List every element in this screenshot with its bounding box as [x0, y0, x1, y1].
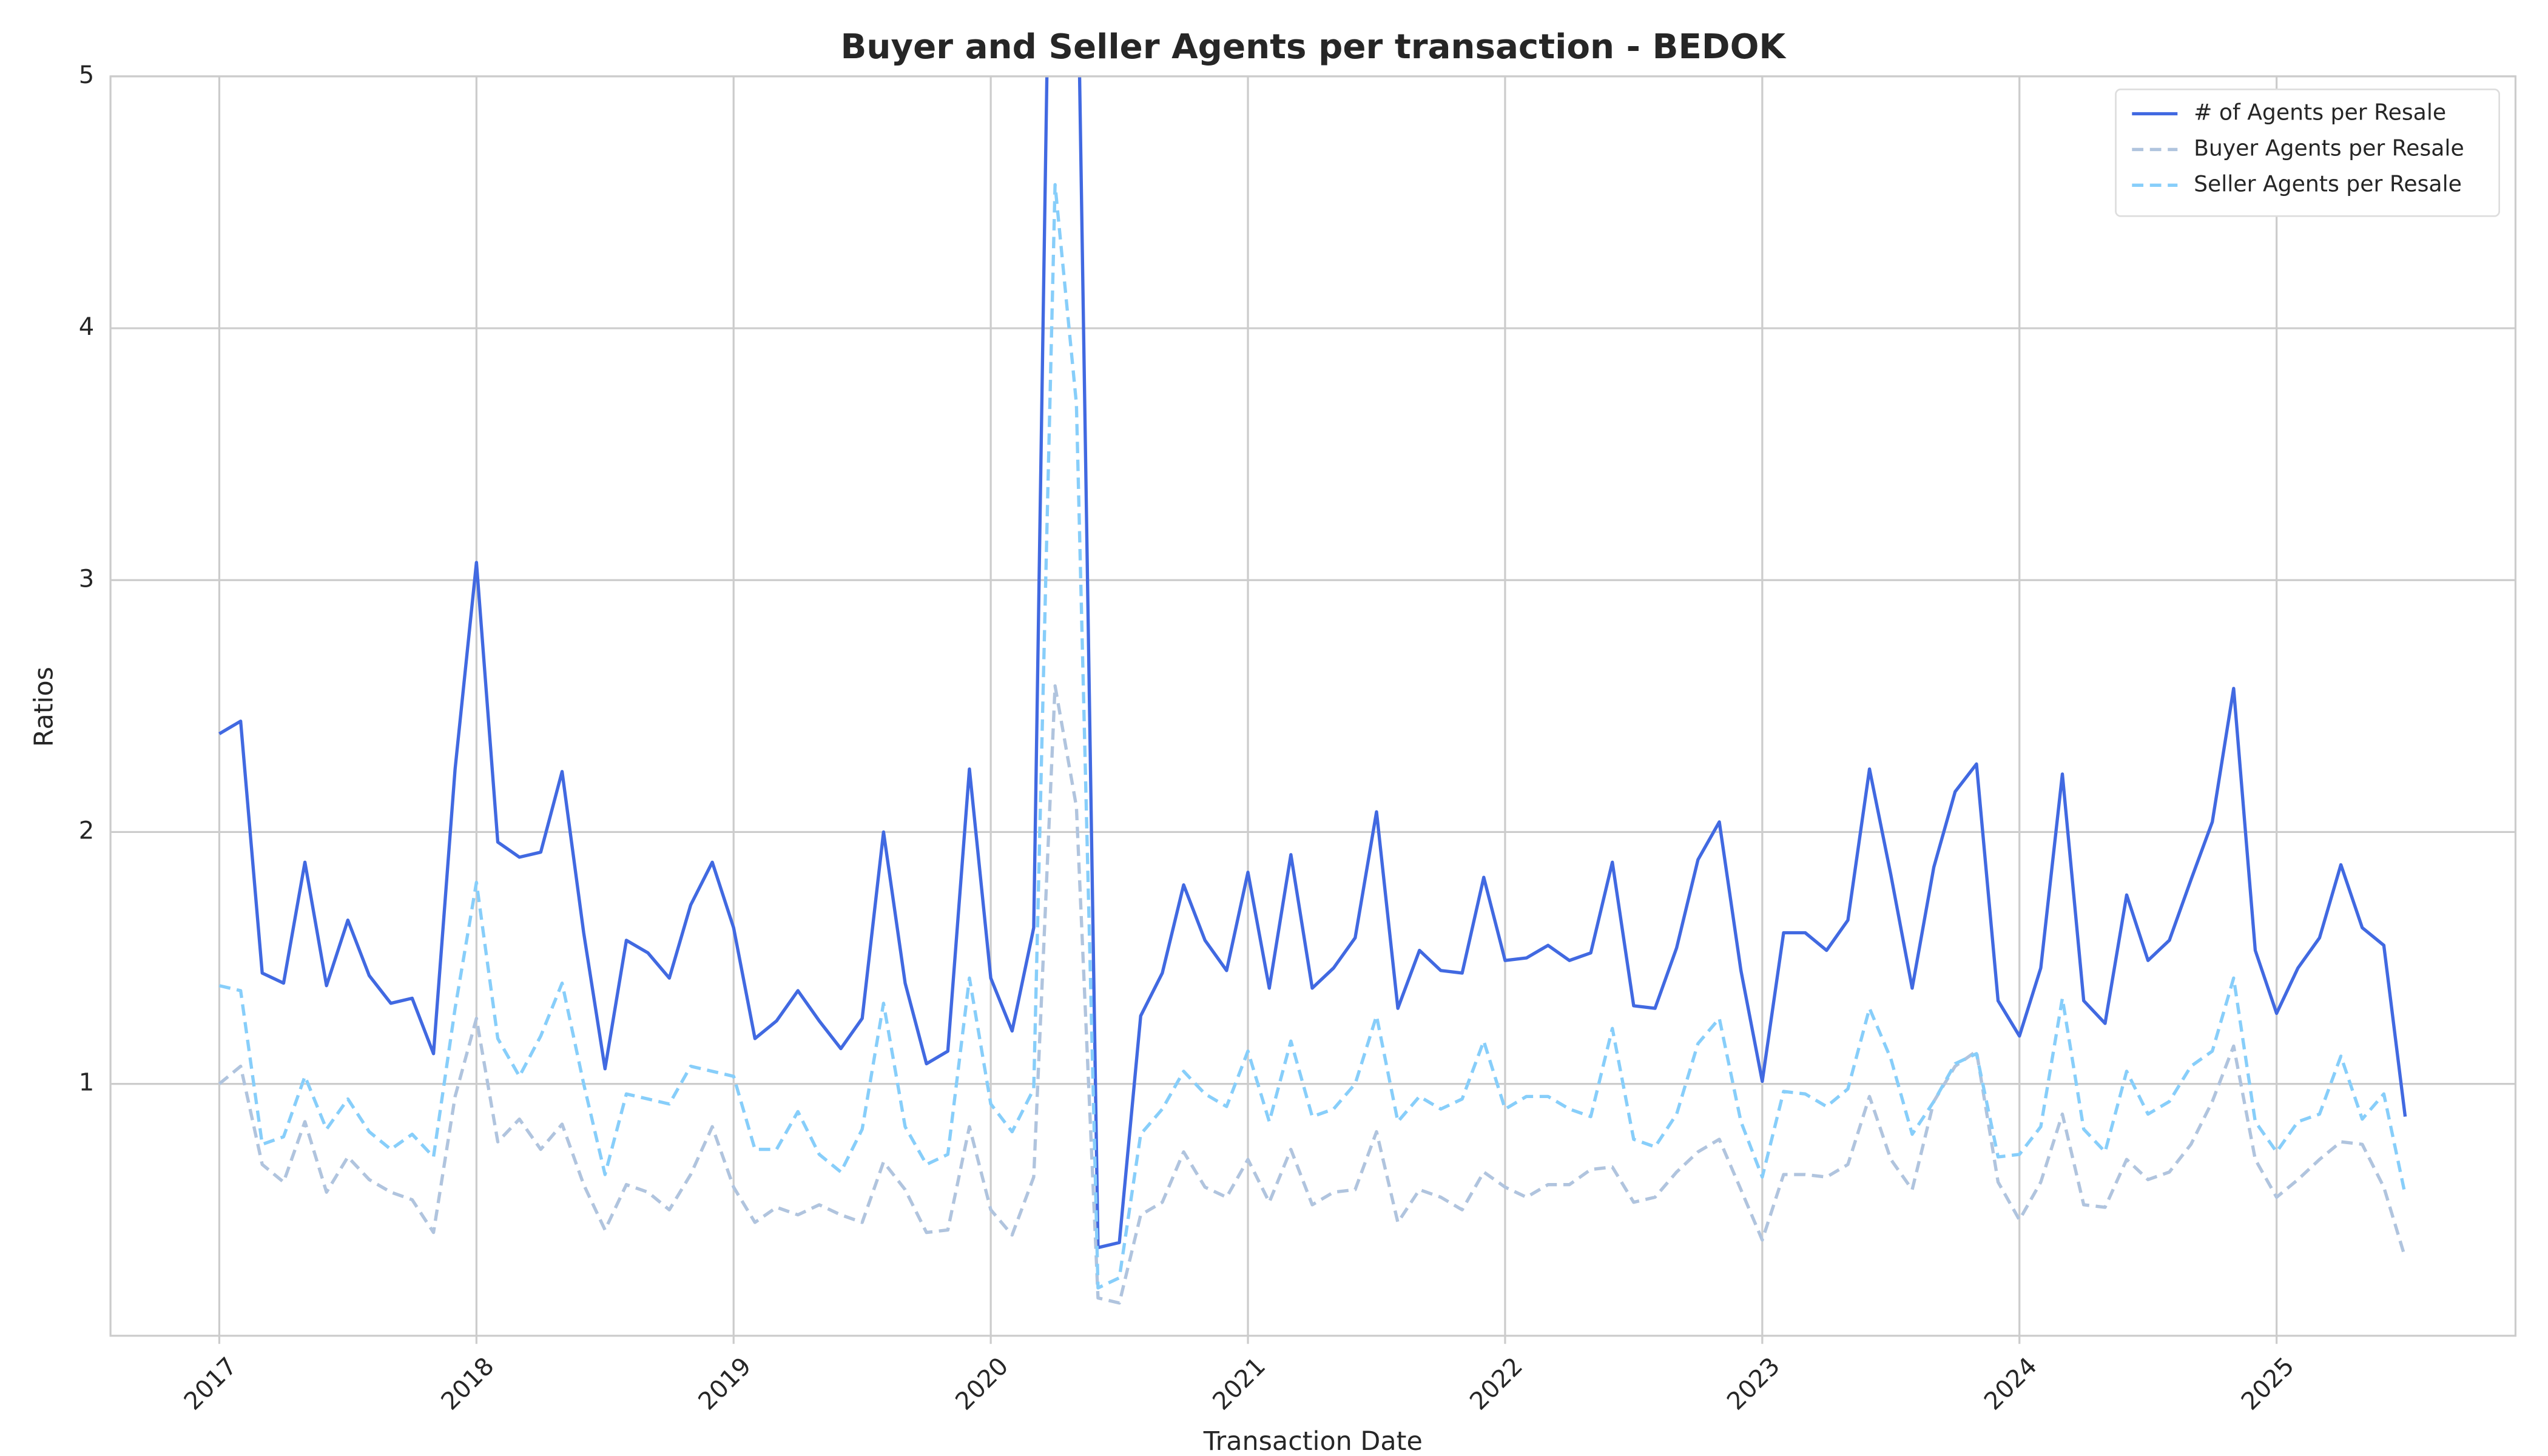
legend: # of Agents per Resale Buyer Agents per R…	[2115, 88, 2500, 217]
legend-label: Buyer Agents per Resale	[2194, 135, 2464, 161]
y-tick-label: 2	[79, 817, 95, 844]
y-tick-label: 5	[79, 61, 95, 89]
legend-label: # of Agents per Resale	[2194, 99, 2446, 126]
series-line	[218, 684, 2407, 1305]
legend-label: Seller Agents per Resale	[2194, 170, 2462, 197]
x-axis-label: Transaction Date	[1203, 1426, 1423, 1456]
series-line	[218, 183, 2407, 1290]
y-tick-label: 3	[79, 565, 95, 593]
plot-frame	[109, 75, 2517, 1337]
legend-box	[2115, 88, 2500, 217]
plot-area	[218, 76, 2407, 1305]
y-tick-label: 4	[79, 313, 95, 341]
series-line	[218, 76, 2407, 1250]
chart-title: Buyer and Seller Agents per transaction …	[841, 27, 1787, 67]
y-axis-label: Ratios	[29, 667, 59, 747]
y-tick-label: 1	[79, 1069, 95, 1097]
